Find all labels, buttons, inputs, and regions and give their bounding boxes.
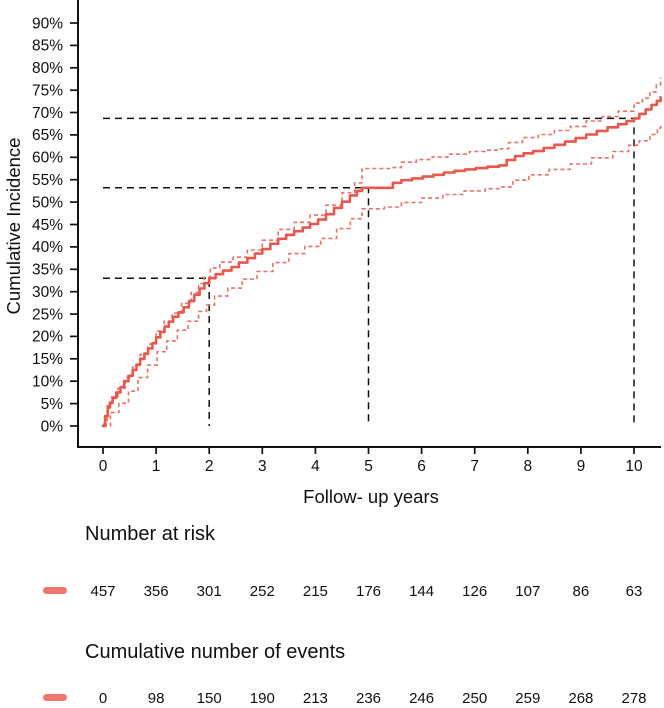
x-tick-label: 0 [99,458,108,475]
y-tick-label: 55% [32,172,63,189]
risk-value: 457 [90,583,115,600]
events-value: 268 [568,690,593,707]
x-tick-label: 5 [364,458,373,475]
y-tick-label: 0% [41,418,64,435]
reference-line [103,277,210,426]
events-value: 150 [197,690,222,707]
risk-value: 144 [409,583,434,600]
events-value: 236 [356,690,381,707]
series-marker [43,587,67,594]
events-value: 246 [409,690,434,707]
events-value: 190 [250,690,275,707]
y-tick-label: 20% [32,329,63,346]
lower-95ci-curve [103,125,662,427]
risk-value: 301 [197,583,222,600]
y-tick-label: 5% [41,396,64,413]
events-value: 213 [303,690,328,707]
risk-value: 252 [250,583,275,600]
x-axis-title: Follow- up years [303,486,439,507]
events-value: 259 [515,690,540,707]
cumulative-events-title: Cumulative number of events [85,641,345,663]
risk-value: 86 [573,583,590,600]
y-tick-label: 15% [32,351,63,368]
events-value: 250 [462,690,487,707]
y-tick-label: 65% [32,127,63,144]
y-tick-label: 50% [32,194,63,211]
y-axis-title: Cumulative Incidence [3,138,24,315]
y-tick-label: 90% [32,15,63,32]
x-tick-label: 1 [152,458,161,475]
x-tick-label: 2 [205,458,214,475]
y-tick-label: 45% [32,217,63,234]
events-value: 278 [621,690,646,707]
x-tick-label: 10 [625,458,643,475]
risk-value: 356 [144,583,169,600]
risk-value: 107 [515,583,540,600]
y-tick-label: 80% [32,60,63,77]
x-tick-label: 4 [311,458,320,475]
events-value: 0 [99,690,107,707]
reference-line [103,187,370,426]
number-at-risk-title: Number at risk [85,523,216,545]
y-tick-label: 60% [32,150,63,167]
y-tick-label: 30% [32,284,63,301]
x-tick-label: 3 [258,458,267,475]
events-value: 98 [148,690,165,707]
risk-value: 215 [303,583,328,600]
risk-value: 176 [356,583,381,600]
x-tick-label: 7 [470,458,479,475]
y-tick-label: 85% [32,38,63,55]
y-tick-label: 70% [32,105,63,122]
x-tick-label: 8 [523,458,532,475]
series-marker [43,694,67,701]
axis-lines [77,0,661,448]
y-tick-label: 35% [32,262,63,279]
risk-value: 126 [462,583,487,600]
plot-dynamic-layer: 0% 5% 10% 15% 20% 25% 30% 35% 40% 45% 50% 55% 60% 65%… [32,0,662,707]
cumulative-incidence-curve [101,96,662,428]
y-tick-label: 40% [32,239,63,256]
x-tick-label: 9 [577,458,586,475]
y-tick-label: 25% [32,306,63,323]
upper-95ci-curve [103,77,662,425]
y-tick-label: 75% [32,83,63,100]
risk-value: 63 [626,583,643,600]
x-tick-label: 6 [417,458,426,475]
y-tick-label: 10% [32,374,63,391]
